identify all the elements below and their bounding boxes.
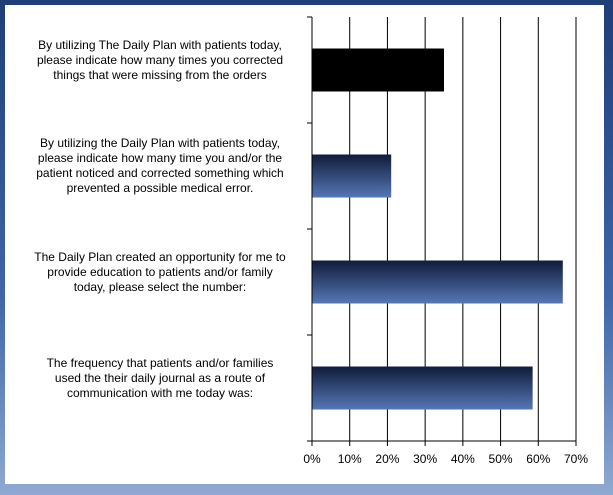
bar-1 (312, 48, 444, 92)
category-label-1: By utilizing The Daily Plan with patient… (36, 37, 284, 82)
bar-4 (312, 366, 533, 410)
chart-panel: 0% 10% 20% 30% 40% 50% 60% 70% By utilizing The… (5, 5, 604, 484)
bar-2 (312, 154, 392, 198)
category-label-4: The frequency that patients and/or famil… (46, 355, 274, 400)
bar-chart: 0% 10% 20% 30% 40% 50% 60% 70% (303, 16, 588, 466)
x-tick-label: 30% (413, 452, 437, 466)
x-tick-label: 40% (451, 452, 475, 466)
x-tick-label: 0% (303, 452, 321, 466)
x-tick-label: 60% (526, 452, 550, 466)
category-label-2: By utilizing the Daily Plan with patient… (36, 136, 284, 195)
category-label-3: The Daily Plan created an opportunity fo… (34, 249, 286, 294)
x-tick-label: 10% (338, 452, 362, 466)
x-tick-label: 20% (375, 452, 399, 466)
x-tick-label: 50% (489, 452, 513, 466)
x-tick-label: 70% (564, 452, 588, 466)
bar-3 (312, 260, 563, 304)
